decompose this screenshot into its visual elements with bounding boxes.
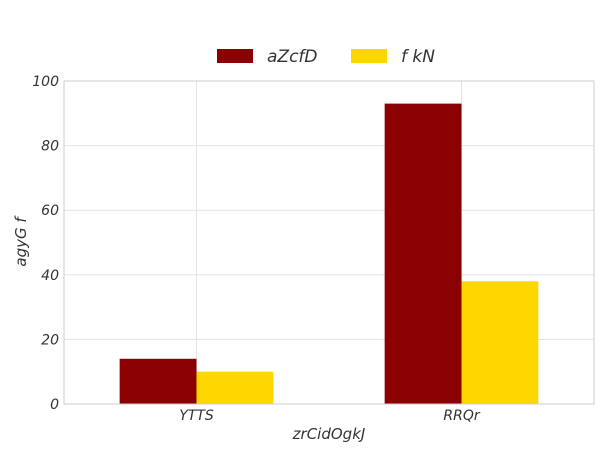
legend-swatch-aZcfD	[217, 49, 253, 63]
y-tick-label: 20	[41, 332, 59, 348]
bar-RRQr-f-kN	[461, 281, 539, 404]
legend-swatch-f-kN	[351, 49, 387, 63]
x-tick-label: YTTS	[179, 408, 214, 424]
y-tick-label: 0	[50, 397, 59, 413]
x-tick-label: RRQr	[443, 408, 480, 424]
plot-frame	[63, 80, 595, 405]
legend-label: f kN	[401, 47, 435, 67]
y-tick-label: 100	[32, 74, 59, 90]
legend: aZcfD f kN	[217, 47, 435, 67]
bar-YTTS-aZcfD	[119, 358, 197, 404]
y-tick-label: 60	[41, 203, 59, 219]
x-axis-label: zrCidOgkJ	[292, 425, 366, 443]
bar-RRQr-aZcfD	[384, 103, 462, 405]
y-tick-label: 80	[41, 139, 59, 155]
bar-YTTS-f-kN	[196, 371, 274, 404]
x-axis-ticks: YTTS RRQr	[179, 408, 481, 424]
y-tick-label: 40	[41, 268, 59, 284]
bars	[119, 103, 539, 405]
y-axis-ticks: 0 20 40 60 80 100	[32, 74, 59, 413]
y-axis-label: agyG f	[12, 215, 30, 267]
legend-label: aZcfD	[267, 47, 318, 67]
